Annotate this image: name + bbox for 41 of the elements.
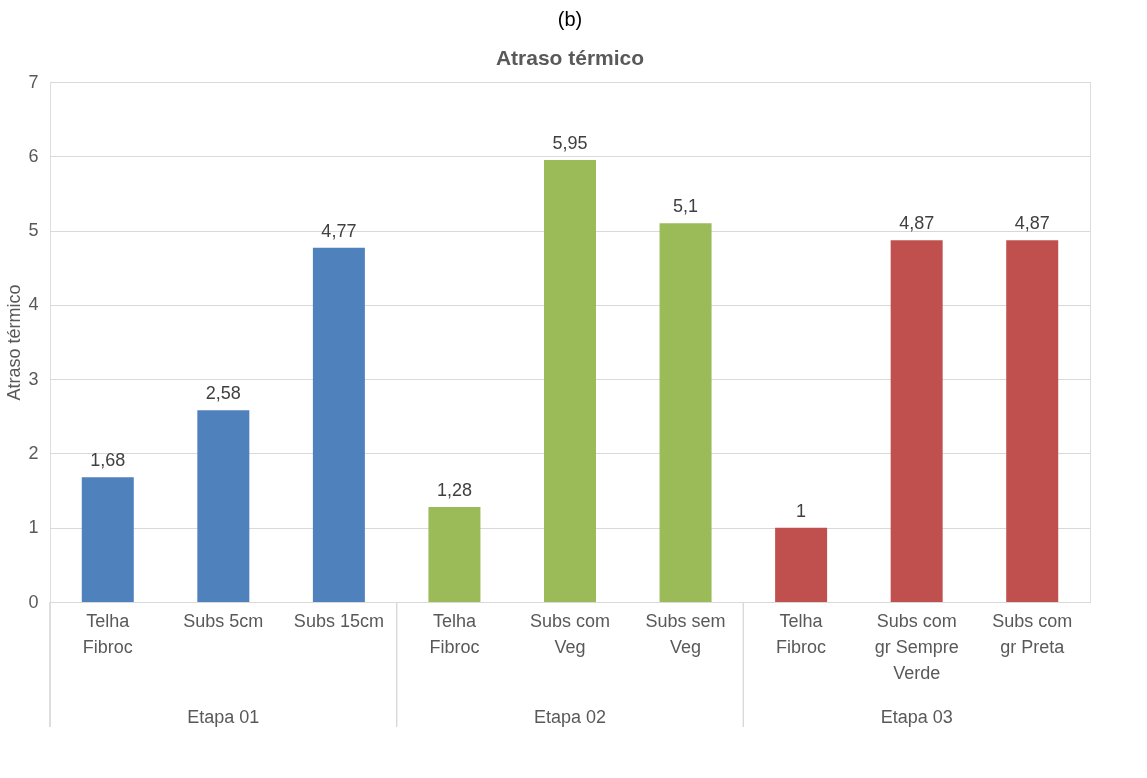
- x-tick-label: Telha Fibroc: [776, 610, 827, 657]
- x-tick-label: Telha Fibroc: [82, 610, 133, 657]
- y-tick-label: 3: [28, 368, 39, 389]
- data-label: 4,87: [1014, 213, 1050, 234]
- bar: [81, 477, 134, 602]
- bar: [544, 160, 596, 602]
- bar: [312, 247, 365, 602]
- data-label: 4,77: [321, 220, 357, 241]
- y-tick-label: 1: [28, 517, 39, 538]
- data-label: 2,58: [205, 383, 241, 404]
- y-tick-label: 0: [28, 591, 39, 612]
- data-label: 5,1: [673, 196, 699, 217]
- y-tick-label: 2: [28, 442, 39, 463]
- x-tick-label: Subs com Veg: [529, 610, 611, 657]
- data-label: 1: [796, 500, 807, 521]
- x-tick-label: Subs 15cm: [293, 610, 384, 631]
- bar: [775, 527, 828, 602]
- x-tick-label: Telha Fibroc: [429, 610, 480, 657]
- bar: [428, 506, 481, 602]
- chart-subtitle: Atraso térmico: [495, 46, 645, 69]
- y-axis-title: Atraso térmico: [4, 284, 25, 401]
- text: Etapa 01: [187, 707, 260, 727]
- x-tick-label: Subs com gr Preta: [992, 610, 1073, 657]
- text: Etapa 03: [880, 707, 953, 727]
- y-tick-label: 6: [28, 145, 39, 166]
- bar: [197, 410, 250, 602]
- text: Etapa 02: [533, 707, 607, 727]
- x-tick-label: Subs 5cm: [183, 610, 264, 631]
- data-label: 1,28: [436, 479, 472, 500]
- bar: [890, 240, 943, 602]
- data-label: 5,95: [552, 133, 588, 153]
- bar: [659, 223, 712, 602]
- data-label: 4,87: [899, 213, 935, 234]
- x-tick-label: Subs sem Veg: [645, 610, 726, 657]
- chart-title: (b): [557, 8, 583, 30]
- y-tick-label: 7: [28, 71, 39, 92]
- data-label: 1,68: [90, 450, 126, 471]
- bar: [1006, 240, 1059, 602]
- y-tick-label: 5: [28, 220, 39, 241]
- y-tick-label: 4: [28, 294, 39, 315]
- x-tick-label: Subs com gr Sempre Verde: [874, 610, 959, 683]
